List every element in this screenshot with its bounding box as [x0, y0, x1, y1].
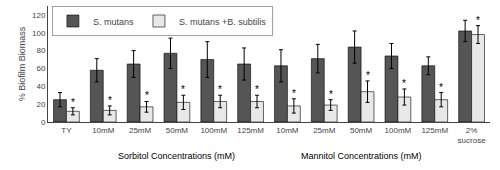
svg-text:2%sucrose: 2%sucrose: [458, 126, 487, 145]
svg-text:S. mutans +B. subtilis: S. mutans +B. subtilis: [179, 17, 266, 27]
svg-text:*: *: [145, 90, 149, 101]
svg-text:S. mutans: S. mutans: [93, 17, 134, 27]
svg-text:120: 120: [32, 11, 46, 20]
svg-text:*: *: [476, 15, 480, 26]
svg-text:*: *: [218, 84, 222, 95]
svg-text:*: *: [108, 95, 112, 106]
svg-text:10mM: 10mM: [92, 126, 115, 135]
svg-text:80: 80: [36, 46, 45, 55]
svg-text:125mM: 125mM: [237, 126, 264, 135]
svg-text:25mM: 25mM: [129, 126, 152, 135]
svg-text:100: 100: [32, 29, 46, 38]
svg-text:20: 20: [36, 100, 45, 109]
svg-text:Sorbitol Concentrations (mM): Sorbitol Concentrations (mM): [118, 151, 235, 161]
svg-text:*: *: [181, 84, 185, 95]
svg-text:100mM: 100mM: [200, 126, 227, 135]
svg-text:*: *: [439, 82, 443, 93]
svg-text:100mM: 100mM: [385, 126, 412, 135]
svg-text:TY: TY: [61, 126, 72, 135]
svg-text:*: *: [71, 97, 75, 108]
svg-text:0: 0: [41, 118, 46, 127]
svg-text:*: *: [292, 88, 296, 99]
svg-text:% Biofilm Biomass: % Biofilm Biomass: [17, 26, 27, 101]
svg-text:*: *: [329, 89, 333, 100]
svg-text:125mM: 125mM: [421, 126, 448, 135]
svg-text:*: *: [366, 70, 370, 81]
svg-text:50mM: 50mM: [166, 126, 189, 135]
svg-text:10mM: 10mM: [276, 126, 299, 135]
svg-text:50mM: 50mM: [350, 126, 373, 135]
svg-text:40: 40: [36, 82, 45, 91]
svg-text:*: *: [402, 78, 406, 89]
svg-text:*: *: [255, 84, 259, 95]
svg-text:60: 60: [36, 64, 45, 73]
svg-text:Mannitol Concentrations (mM): Mannitol Concentrations (mM): [301, 151, 422, 161]
svg-text:25mM: 25mM: [313, 126, 336, 135]
